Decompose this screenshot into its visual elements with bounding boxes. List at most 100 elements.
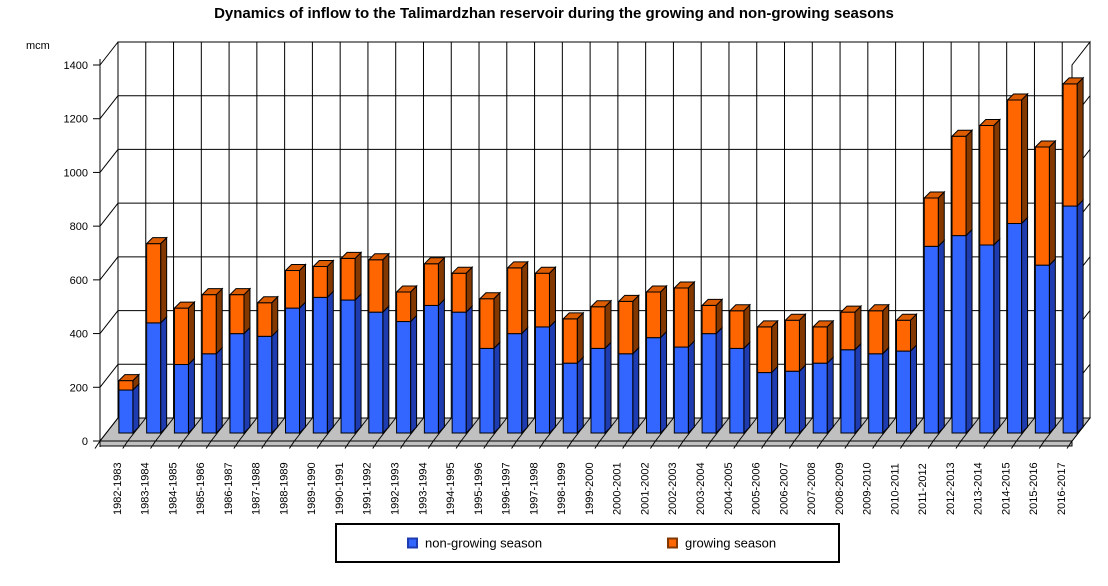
- x-axis-tick: [483, 440, 490, 449]
- bar-top-growing-1986-1987: [228, 288, 252, 296]
- x-axis-tick: [705, 440, 712, 449]
- bar-side-non-growing-2000-2001: [632, 346, 640, 435]
- bar-side-non-growing-2004-2005: [743, 341, 751, 435]
- x-axis-tick: [788, 440, 795, 449]
- bar-segment-growing-2004-2005: [729, 310, 745, 349]
- bar-side-growing-2002-2003: [687, 280, 695, 349]
- x-axis-label: 1996-1997: [501, 462, 513, 515]
- bar-segment-growing-2000-2001: [618, 300, 634, 355]
- bar-top-growing-2010-2011: [895, 313, 918, 321]
- bar-top-growing-2002-2003: [673, 281, 696, 289]
- bar-segment-non-growing-1994-1995: [451, 311, 467, 434]
- bar-top-growing-2014-2015: [1006, 93, 1029, 101]
- legend-label-growing: growing season: [685, 535, 777, 551]
- x-axis-tick: [1038, 440, 1045, 449]
- bar-segment-growing-2002-2003: [673, 287, 689, 348]
- x-axis-tick: [733, 440, 740, 449]
- y-axis-tick-label: 800: [70, 221, 88, 233]
- x-axis-tick: [372, 440, 379, 449]
- bar-top-growing-1995-1996: [478, 292, 502, 300]
- bar-segment-non-growing-2004-2005: [729, 347, 745, 434]
- bar-side-non-growing-1983-1984: [160, 315, 168, 435]
- bar-segment-growing-1987-1988: [257, 302, 273, 337]
- bar-side-growing-2005-2006: [771, 319, 779, 374]
- x-axis-label: 1993-1994: [417, 462, 429, 515]
- bar-top-growing-2008-2009: [839, 305, 863, 313]
- x-axis-tick: [622, 440, 629, 449]
- y-axis-unit-label: mcm: [26, 40, 50, 52]
- bar-top-growing-1988-1989: [284, 264, 307, 272]
- bar-segment-growing-1988-1989: [285, 270, 301, 309]
- bar-segment-growing-1991-1992: [368, 259, 384, 313]
- y-axis-depth-line: [99, 417, 119, 442]
- bar-top-growing-2011-2012: [923, 191, 946, 199]
- bar-segment-growing-1983-1984: [146, 243, 162, 324]
- bar-segment-growing-2008-2009: [840, 311, 856, 351]
- y-axis-depth-line: [99, 149, 119, 173]
- bar-side-non-growing-2012-2013: [965, 228, 973, 435]
- bar-segment-growing-2011-2012: [923, 197, 939, 247]
- bar-segment-growing-2006-2007: [784, 319, 800, 372]
- bar-segment-non-growing-1986-1987: [229, 333, 245, 434]
- x-axis-label: 1989-1990: [306, 462, 318, 515]
- x-axis-tick: [150, 440, 156, 449]
- bar-side-growing-1987-1988: [271, 295, 279, 338]
- bar-side-growing-1991-1992: [382, 252, 390, 314]
- x-axis-tick: [427, 440, 434, 449]
- bar-top-growing-2016-2017: [1061, 77, 1085, 85]
- x-axis-label: 1991-1992: [362, 462, 374, 515]
- bar-segment-growing-1982-1983: [118, 380, 134, 391]
- x-axis-tick: [927, 440, 934, 449]
- x-axis-label: 2005-2006: [751, 462, 763, 515]
- bar-top-growing-1998-1999: [562, 312, 585, 320]
- bar-side-non-growing-1999-2000: [604, 341, 612, 435]
- x-axis-tick: [122, 440, 129, 449]
- x-axis-label: 1999-2000: [584, 462, 596, 515]
- bar-segment-non-growing-1997-1998: [534, 326, 550, 434]
- x-axis-tick: [761, 440, 767, 449]
- bar-side-growing-1984-1985: [187, 300, 195, 366]
- legend-item-non-growing-season: non-growing season: [407, 536, 542, 551]
- y-axis-depth-line: [99, 256, 119, 281]
- bar-segment-non-growing-2006-2007: [784, 370, 800, 434]
- bar-top-growing-1999-2000: [589, 300, 613, 308]
- bar-side-growing-2006-2007: [798, 312, 806, 373]
- chart-title: Dynamics of inflow to the Talimardzhan r…: [214, 5, 894, 22]
- x-axis-label: 1998-1999: [556, 462, 568, 515]
- bar-segment-non-growing-1988-1989: [285, 307, 301, 434]
- bar-side-growing-2000-2001: [632, 294, 640, 355]
- legend-swatch-growing: [667, 537, 678, 549]
- x-axis-label: 2006-2007: [778, 462, 790, 515]
- y-axis-depth-line: [99, 95, 119, 120]
- bar-segment-growing-1993-1994: [423, 263, 439, 306]
- bar-segment-non-growing-2013-2014: [979, 244, 995, 434]
- bar-segment-non-growing-2011-2012: [923, 245, 939, 434]
- bar-top-growing-2004-2005: [728, 304, 752, 312]
- bar-segment-non-growing-2007-2008: [812, 362, 828, 434]
- bar-top-growing-1987-1988: [256, 296, 279, 304]
- bar-top-growing-1991-1992: [367, 253, 391, 261]
- bar-side-growing-1996-1997: [521, 260, 529, 335]
- bar-side-growing-1998-1999: [576, 311, 584, 365]
- bar-segment-non-growing-1992-1993: [396, 321, 412, 434]
- bar-side-non-growing-1985-1986: [215, 346, 223, 435]
- bar-top-growing-2012-2013: [950, 129, 974, 137]
- bar-segment-growing-1990-1991: [340, 257, 356, 301]
- bar-segment-growing-2012-2013: [951, 135, 967, 237]
- bar-side-non-growing-1987-1988: [271, 329, 279, 435]
- bar-segment-non-growing-1990-1991: [340, 299, 356, 434]
- y-axis-tick-label: 1200: [64, 114, 88, 126]
- bar-side-non-growing-2013-2014: [993, 237, 1001, 435]
- bar-side-growing-2016-2017: [1076, 76, 1084, 208]
- x-axis-label: 2016-2017: [1056, 462, 1068, 515]
- x-axis-label: 2008-2009: [834, 462, 846, 515]
- x-axis-tick: [566, 440, 573, 449]
- bar-segment-non-growing-1993-1994: [423, 304, 439, 434]
- bar-side-growing-2007-2008: [826, 319, 834, 365]
- x-axis-tick: [455, 440, 462, 449]
- x-axis-tick: [344, 440, 351, 449]
- x-axis-label: 2013-2014: [973, 462, 985, 515]
- x-axis-tick: [955, 440, 962, 449]
- bar-segment-non-growing-2008-2009: [840, 349, 856, 434]
- x-axis-label: 1983-1984: [140, 462, 152, 515]
